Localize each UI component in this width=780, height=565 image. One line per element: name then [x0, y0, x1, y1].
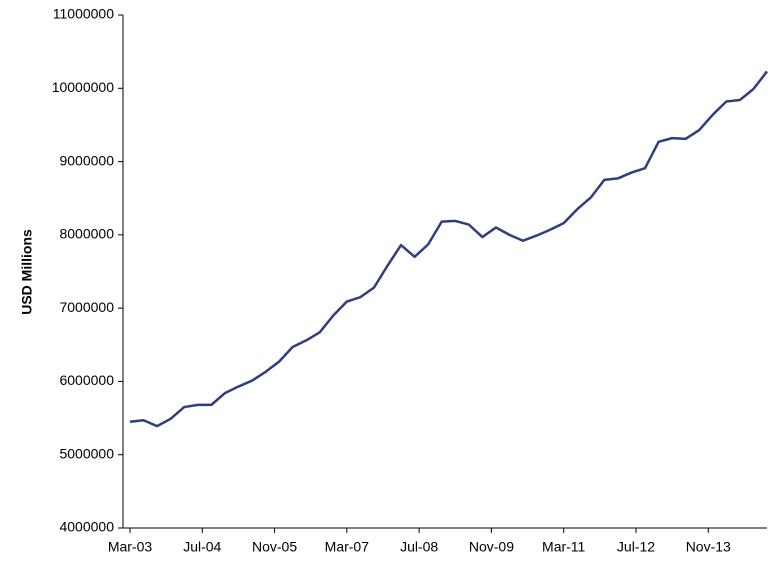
x-tick-label: Mar-07: [325, 539, 370, 555]
y-tick-label: 11000000: [53, 6, 114, 22]
x-tick-label: Nov-13: [686, 539, 731, 555]
x-tick-label: Mar-11: [542, 539, 586, 555]
y-axis-label: USD Millions: [19, 229, 35, 315]
x-tick-label: Jul-08: [400, 539, 438, 555]
y-tick-label: 8000000: [59, 226, 114, 242]
y-tick-label: 10000000: [52, 79, 115, 95]
y-tick-label: 9000000: [59, 152, 114, 168]
x-tick-label: Nov-09: [469, 539, 514, 555]
x-tick-label: Jul-12: [617, 539, 655, 555]
x-tick-label: Nov-05: [252, 539, 297, 555]
y-tick-label: 5000000: [59, 445, 114, 461]
y-tick-label: 7000000: [59, 299, 114, 315]
x-tick-label: Mar-03: [108, 539, 153, 555]
x-tick-label: Jul-04: [183, 539, 221, 555]
y-tick-label: 4000000: [59, 519, 114, 535]
y-tick-label: 6000000: [59, 372, 114, 388]
data-line: [129, 70, 768, 428]
